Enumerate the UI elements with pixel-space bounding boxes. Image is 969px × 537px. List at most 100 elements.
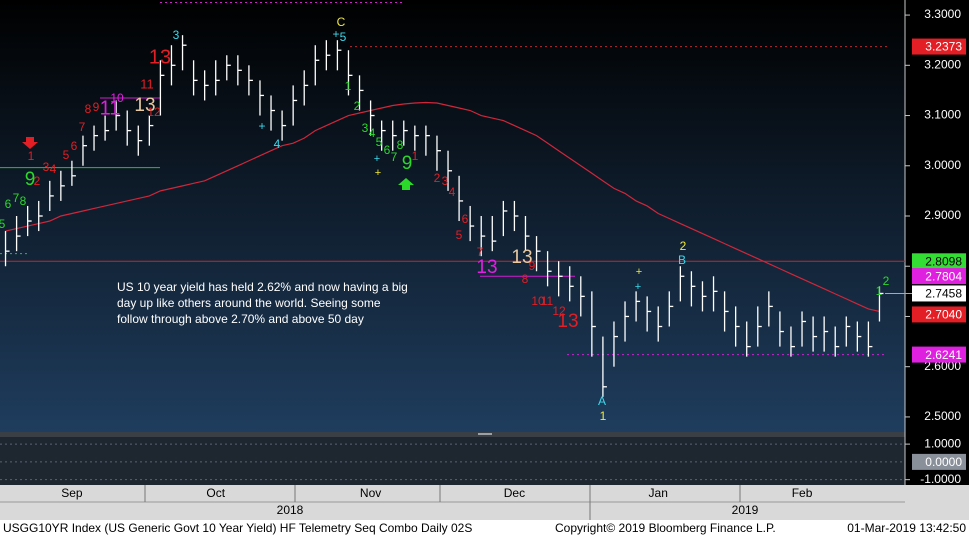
plot-background (0, 0, 905, 432)
y-tick-label: 3.0000 (924, 158, 961, 172)
y-tick-label: 3.1000 (924, 108, 961, 122)
sequence-count: + (635, 281, 641, 293)
sequence-count: 3 (362, 121, 369, 135)
sequence-count: B (678, 253, 686, 267)
sequence-count: 5 (63, 148, 70, 162)
sequence-count: 6 (384, 143, 391, 157)
price-tag-label: 2.7040 (925, 308, 962, 322)
price-tag (912, 285, 966, 302)
price-tag (912, 306, 966, 323)
sequence-count: 9 (402, 153, 413, 174)
sequence-count: 6 (71, 139, 78, 153)
y-tick-label: 2.5000 (924, 409, 961, 423)
price-tag-label: 2.6241 (925, 348, 962, 362)
sequence-count: 12 (147, 105, 161, 119)
sequence-count: 12 (552, 304, 566, 318)
footer-security: USGG10YR Index (US Generic Govt 10 Year … (3, 521, 472, 535)
sequence-count: 4 (50, 162, 57, 176)
x-tick-label: Dec (504, 486, 525, 500)
sequence-count: 1 (876, 284, 883, 298)
x-tick-label: Jan (649, 486, 668, 500)
sequence-count: 13 (476, 257, 497, 278)
sequence-count: 2 (883, 274, 890, 288)
sequence-count: 4 (369, 126, 376, 140)
sequence-count: 5 (456, 228, 463, 242)
axis-background (905, 0, 969, 485)
x-tick-label: Feb (792, 486, 813, 500)
price-tag-label: 2.7804 (925, 269, 962, 283)
sell-arrow (22, 137, 38, 149)
sequence-count: 2 (34, 174, 41, 188)
sequence-count: 11 (100, 97, 121, 119)
sequence-count: 1 (412, 149, 419, 163)
sequence-count: 2 (680, 239, 687, 253)
sequence-count: + (374, 153, 380, 165)
sequence-count: 13 (557, 311, 578, 332)
sequence-count: 10 (531, 294, 545, 308)
sequence-count: 5 (340, 30, 347, 44)
sequence-count: 1 (28, 149, 35, 163)
sequence-count: 9 (529, 259, 536, 273)
sequence-count: 7 (391, 150, 398, 164)
sequence-count: 7 (477, 245, 484, 259)
sequence-count: 5 (376, 135, 383, 149)
footer-background (0, 520, 969, 537)
sequence-count: 10 (110, 91, 124, 105)
note-line: follow through above 2.70% and above 50 … (117, 312, 364, 326)
sequence-count: 13 (511, 247, 532, 268)
lower-panel-background (0, 437, 905, 485)
x-tick-label: Nov (360, 486, 381, 500)
y-tick-label: 2.9000 (924, 208, 961, 222)
price-tag-label: 2.7458 (925, 287, 962, 301)
sequence-count: 6 (5, 197, 12, 211)
note-line: day up like others around the world. See… (117, 296, 381, 310)
sequence-count: + (636, 266, 642, 278)
x-tick-label: Oct (206, 486, 225, 500)
sequence-count: 8 (522, 272, 529, 286)
price-tag (912, 268, 966, 285)
y-tick-label: 3.3000 (924, 7, 961, 21)
price-tag (912, 253, 966, 270)
sequence-count: 13 (149, 46, 171, 68)
sequence-count: 8 (85, 102, 92, 116)
footer-copyright: Copyright© 2019 Bloomberg Finance L.P. (555, 521, 776, 535)
sequence-count: 7 (79, 120, 86, 134)
sequence-count: 3 (442, 174, 449, 188)
sequence-count: C (337, 15, 346, 29)
price-tag-label: 3.2373 (925, 40, 962, 54)
sequence-count: 3 (173, 28, 180, 42)
note-line: US 10 year yield has held 2.62% and now … (117, 280, 408, 294)
price-tag-label: 2.8098 (925, 254, 962, 268)
y-tick-label: 3.2000 (924, 57, 961, 71)
sequence-count: 9 (93, 100, 100, 114)
footer-timestamp: 01-Mar-2019 13:42:50 (847, 521, 966, 535)
sequence-count: 6 (462, 212, 469, 226)
sequence-count: 1 (345, 79, 352, 93)
sequence-count: A (598, 394, 606, 408)
sequence-count: 1 (600, 409, 607, 423)
divider-handle (478, 433, 492, 435)
moving-average (5, 101, 880, 313)
sequence-count: 11 (541, 294, 554, 308)
price-tag (912, 453, 966, 470)
sequence-count: + (375, 167, 381, 179)
price-tag-label: 0.0000 (925, 455, 962, 469)
sequence-count: + (332, 27, 339, 41)
price-tag (912, 346, 966, 363)
sequence-count: 9 (25, 169, 36, 190)
sequence-count: 4 (274, 137, 281, 151)
note: US 10 year yield has held 2.62% and now … (117, 280, 408, 326)
x-tick-label: Sep (61, 486, 83, 500)
sequence-count: 8 (20, 194, 27, 208)
buy-arrow (398, 178, 414, 190)
sequence-count: 2 (434, 171, 441, 185)
y-tick-label: 1.0000 (924, 436, 961, 450)
sequence-count: 2 (354, 99, 361, 113)
year-label: 2019 (732, 503, 759, 517)
sequence-count: 4 (449, 185, 456, 199)
year-label: 2018 (277, 503, 304, 517)
price-tag (912, 38, 966, 55)
sequence-count: 8 (397, 138, 404, 152)
